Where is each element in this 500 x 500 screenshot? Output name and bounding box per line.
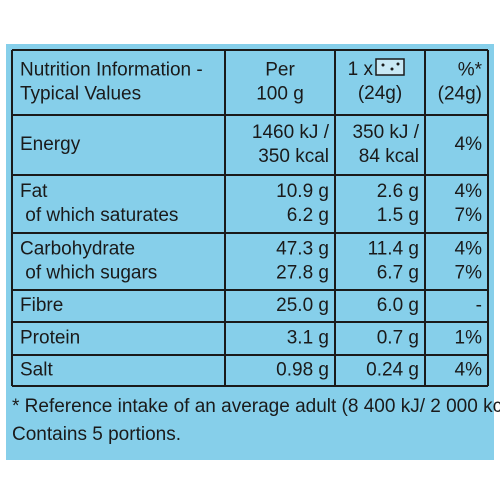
pct-value: 4% [455,360,483,381]
portion-icon-dot [396,62,400,66]
portion-value: 11.4 g [368,239,419,260]
pct-value: - [476,295,482,316]
per100-value: 25.0 g [276,295,329,316]
nutrient-label: Fibre [20,295,63,316]
table-grid [11,49,489,387]
portion-icon [375,58,405,76]
portion-value: 6.7 g [377,263,419,284]
per100-value: 47.3 g [276,239,329,260]
header-portion: 1 x [348,59,374,80]
portion-icon-dot [381,63,385,67]
per100-value: 0.98 g [276,360,329,381]
nutrient-label: Carbohydrate [20,239,135,260]
header-portion: (24g) [358,83,402,104]
pct-value: 7% [455,263,483,284]
portion-value: 84 kcal [359,146,419,167]
per100-value: 6.2 g [287,205,329,226]
header-per100: 100 g [256,84,304,105]
footnote: * Reference intake of an average adult (… [12,396,500,417]
header-pct: %* [458,60,483,81]
portion-value: 350 kJ / [352,122,419,143]
nutrient-label: Salt [20,360,53,381]
header-title: Nutrition Information - [20,60,203,81]
label-bg [6,44,494,460]
per100-value: 27.8 g [276,263,329,284]
per100-value: 3.1 g [287,328,329,349]
portion-value: 0.24 g [366,360,419,381]
portion-icon-dot [390,67,394,71]
portion-value: 0.7 g [377,328,419,349]
header-pct: (24g) [438,84,482,105]
pct-value: 1% [455,328,483,349]
nutrient-label: of which saturates [20,205,178,226]
portion-value: 6.0 g [377,295,419,316]
nutrient-label: Energy [20,134,81,155]
portion-value: 1.5 g [377,205,419,226]
nutrient-label: Protein [20,328,80,349]
nutrient-label: of which sugars [20,263,157,284]
header-per100: Per [265,60,295,81]
per100-value: 1460 kJ / [252,122,330,143]
pct-value: 4% [455,134,483,155]
pct-value: 4% [455,181,483,202]
portion-value: 2.6 g [377,181,419,202]
header-title: Typical Values [20,84,141,105]
per100-value: 350 kcal [258,146,329,167]
footnote: Contains 5 portions. [12,424,181,445]
pct-value: 7% [455,205,483,226]
per100-value: 10.9 g [276,181,329,202]
nutrient-label: Fat [20,181,48,202]
pct-value: 4% [455,239,483,260]
